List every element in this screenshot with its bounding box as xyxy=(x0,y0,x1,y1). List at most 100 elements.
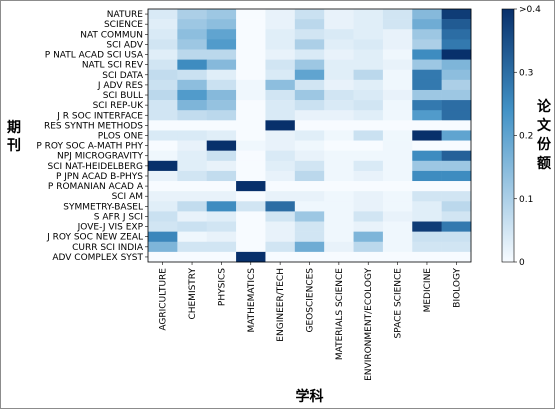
heatmap-cell xyxy=(353,181,384,192)
heatmap-cell xyxy=(382,140,413,151)
heatmap-cell xyxy=(148,241,178,253)
heatmap-cell xyxy=(294,211,325,222)
heatmap-cell xyxy=(265,140,296,151)
x-tick-label: SPACE SCIENCE xyxy=(394,268,404,339)
heatmap-cell xyxy=(324,49,354,60)
heatmap-cell xyxy=(148,150,178,162)
heatmap-cell xyxy=(265,191,296,202)
heatmap-cell xyxy=(236,39,266,50)
heatmap-cell xyxy=(353,49,384,60)
heatmap-cell xyxy=(236,150,266,162)
heatmap-cell xyxy=(177,39,208,50)
heatmap-cell xyxy=(324,9,354,20)
heatmap-cell xyxy=(441,120,472,131)
heatmap-cell xyxy=(206,130,237,141)
heatmap-cell xyxy=(412,9,442,20)
x-tick-label: PHYSICS xyxy=(217,268,227,306)
heatmap-cell xyxy=(353,79,384,91)
heatmap-cell xyxy=(324,221,354,232)
heatmap-cell xyxy=(324,19,354,30)
heatmap-cell xyxy=(206,19,237,30)
heatmap-cell xyxy=(353,241,384,253)
heatmap-cell xyxy=(353,160,384,172)
heatmap-cell xyxy=(382,130,413,141)
heatmap-cell xyxy=(265,59,296,71)
heatmap-cell xyxy=(177,150,208,162)
heatmap-cell xyxy=(177,49,208,60)
heatmap-cell xyxy=(206,9,237,20)
heatmap-cell xyxy=(206,251,237,263)
heatmap-cell xyxy=(148,29,178,40)
heatmap-cell xyxy=(324,29,354,40)
heatmap-cell xyxy=(441,19,472,30)
heatmap-cell xyxy=(206,59,237,71)
y-tick-label: S AFR J SCI xyxy=(94,212,143,222)
heatmap-cell xyxy=(441,251,472,263)
heatmap-cell xyxy=(177,59,208,71)
heatmap-cell xyxy=(206,29,237,40)
y-tick-label: ADV COMPLEX SYST xyxy=(52,253,143,263)
heatmap-cell xyxy=(441,29,472,40)
heatmap-cell xyxy=(177,140,208,151)
heatmap-cell xyxy=(148,170,178,182)
y-tick-label: RES SYNTH METHODS xyxy=(44,121,143,131)
x-tick-label: BIOLOGY xyxy=(452,268,462,308)
y-tick-label: SCIENCE xyxy=(104,20,143,30)
heatmap-cell xyxy=(324,170,354,182)
heatmap-cell xyxy=(148,201,178,212)
heatmap-cell xyxy=(412,89,442,101)
heatmap-cell xyxy=(353,69,384,81)
heatmap-cell xyxy=(353,170,384,182)
heatmap-cell xyxy=(324,231,354,243)
heatmap-cell xyxy=(353,9,384,20)
heatmap-cell xyxy=(441,39,472,50)
heatmap-cell xyxy=(206,170,237,182)
heatmap-cell xyxy=(353,251,384,263)
heatmap-cell xyxy=(265,130,296,141)
heatmap-cell xyxy=(412,29,442,40)
heatmap-cell xyxy=(236,181,266,192)
heatmap-cell xyxy=(382,69,413,81)
x-tick-label: CHEMISTRY xyxy=(188,268,198,320)
heatmap-cell xyxy=(236,9,266,20)
y-tick-label: SYMMETRY-BASEL xyxy=(63,202,143,212)
heatmap-cell xyxy=(265,19,296,30)
heatmap-cell xyxy=(148,120,178,131)
heatmap-cell xyxy=(382,79,413,91)
colorbar-tick-label: >0.4 xyxy=(519,5,541,15)
heatmap-cell xyxy=(294,89,325,101)
heatmap-cell xyxy=(353,29,384,40)
heatmap-cell xyxy=(382,181,413,192)
y-tick-label: P ROMANIAN ACAD A xyxy=(48,182,144,192)
heatmap-cell xyxy=(382,211,413,222)
heatmap-cell xyxy=(206,49,237,60)
heatmap-cell xyxy=(236,100,266,111)
y-tick-label: NATL SCI REV xyxy=(82,61,144,71)
heatmap-cell xyxy=(353,39,384,50)
heatmap-cell xyxy=(206,100,237,111)
heatmap-cell xyxy=(382,191,413,202)
heatmap-cell xyxy=(236,201,266,212)
heatmap-cell xyxy=(294,49,325,60)
y-tick-label: JOVE-J VIS EXP xyxy=(77,223,144,233)
heatmap-cell xyxy=(265,211,296,222)
heatmap-cell xyxy=(353,150,384,162)
colorbar xyxy=(501,8,515,263)
heatmap-cell xyxy=(441,130,472,141)
heatmap-cell xyxy=(265,29,296,40)
colorbar-ticks: 0 0.1 0.2 0.3 >0.4 xyxy=(514,5,541,268)
heatmap-cell xyxy=(265,160,296,172)
heatmap-cell xyxy=(236,160,266,172)
heatmap-cell xyxy=(412,231,442,243)
heatmap-cell xyxy=(148,100,178,111)
heatmap-cell xyxy=(177,130,208,141)
heatmap-cell xyxy=(294,231,325,243)
heatmap-cell xyxy=(236,89,266,101)
heatmap-cell xyxy=(353,191,384,202)
heatmap-cell xyxy=(353,140,384,151)
heatmap-cell xyxy=(324,251,354,263)
heatmap-cell xyxy=(265,69,296,81)
heatmap-cell xyxy=(148,221,178,232)
